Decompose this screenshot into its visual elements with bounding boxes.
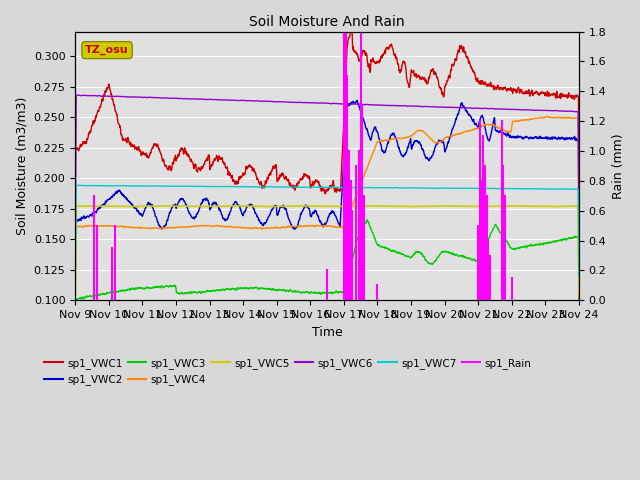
Text: TZ_osu: TZ_osu — [85, 45, 129, 55]
Y-axis label: Rain (mm): Rain (mm) — [612, 133, 625, 199]
X-axis label: Time: Time — [312, 325, 342, 338]
Legend: sp1_VWC1, sp1_VWC2, sp1_VWC3, sp1_VWC4, sp1_VWC5, sp1_VWC6, sp1_VWC7, sp1_Rain: sp1_VWC1, sp1_VWC2, sp1_VWC3, sp1_VWC4, … — [40, 354, 536, 389]
Title: Soil Moisture And Rain: Soil Moisture And Rain — [249, 15, 405, 29]
Y-axis label: Soil Moisture (m3/m3): Soil Moisture (m3/m3) — [15, 97, 28, 235]
